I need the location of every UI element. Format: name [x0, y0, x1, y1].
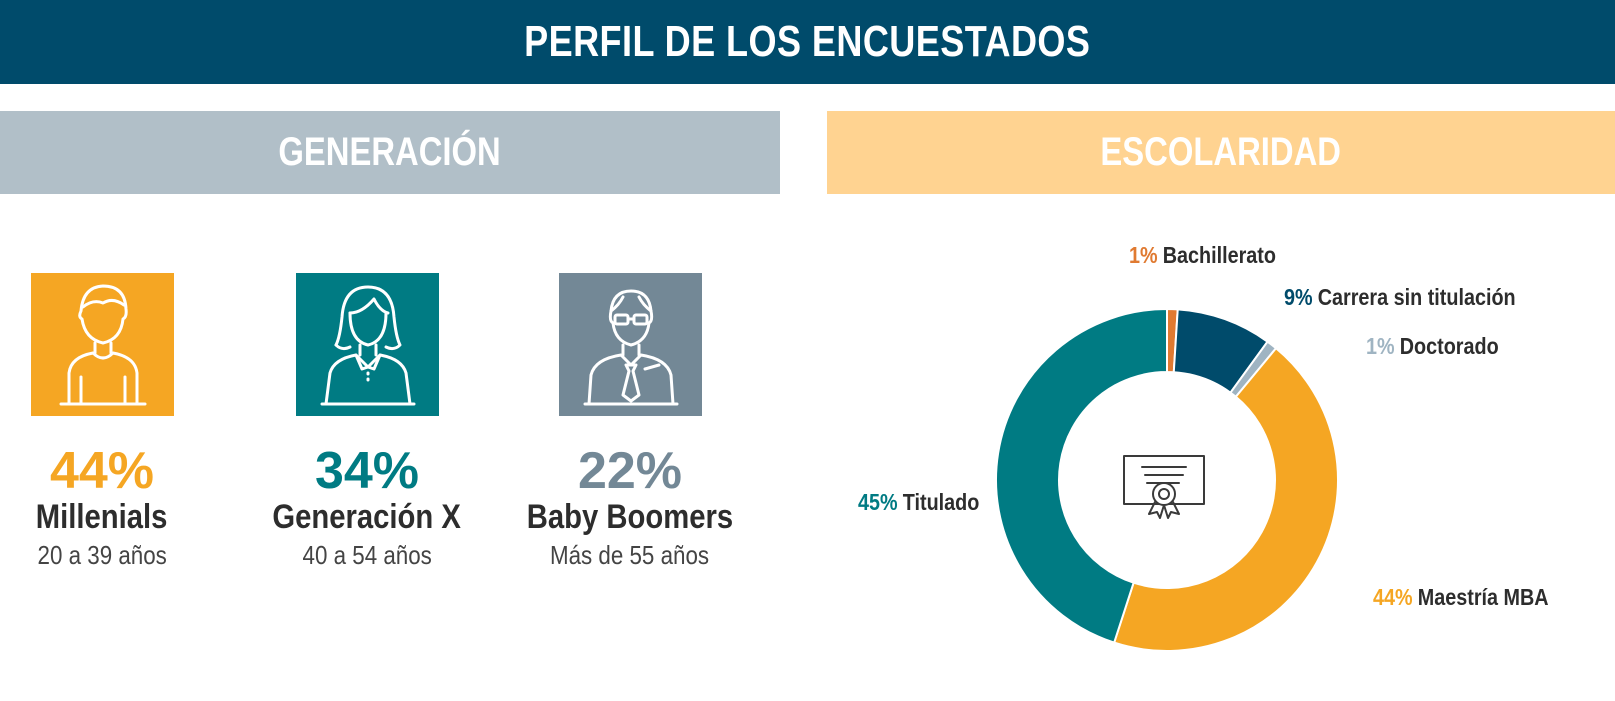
millenials-percent: 44% — [49, 442, 155, 500]
page-title-bar: PERFIL DE LOS ENCUESTADOS — [0, 0, 1615, 84]
education-donut-chart — [994, 307, 1340, 653]
education-section-header: ESCOLARIDAD — [827, 111, 1615, 194]
young-man-icon-bg — [30, 273, 174, 416]
generation-card-generacion-x: 34% Generación X 40 a 54 años — [237, 273, 497, 583]
maestria-percent: 44% — [1373, 584, 1413, 610]
titulado-category: Titulado — [902, 489, 980, 515]
baby-boomers-age-range: Más de 55 años — [550, 540, 710, 570]
maestria-category: Maestría MBA — [1417, 584, 1549, 610]
generacion-x-percent: 34% — [314, 442, 420, 500]
doctorado-category: Doctorado — [1399, 333, 1499, 359]
titulado-percent: 45% — [858, 489, 898, 515]
generacion-x-name: Generación X — [272, 498, 462, 536]
young-man-icon — [30, 273, 174, 416]
baby-boomers-name: Baby Boomers — [526, 498, 734, 536]
slice-label-carrera-sin-titulacion: 9% Carrera sin titulación — [1284, 284, 1553, 311]
donut-slice-titulado — [994, 307, 1168, 644]
carrera-percent: 9% — [1284, 284, 1313, 310]
education-heading: ESCOLARIDAD — [1100, 130, 1342, 174]
generation-card-millenials: 44% Millenials 20 a 39 años — [0, 273, 232, 583]
millenials-name: Millenials — [36, 498, 168, 536]
older-man-with-glasses-icon — [558, 273, 702, 416]
doctorado-percent: 1% — [1366, 333, 1395, 359]
donut-slice-maestria-mba — [1112, 346, 1340, 653]
page-title: PERFIL DE LOS ENCUESTADOS — [524, 17, 1091, 66]
slice-label-doctorado: 1% Doctorado — [1366, 333, 1520, 360]
slice-label-maestria-mba: 44% Maestría MBA — [1373, 584, 1577, 611]
generation-card-baby-boomers: 22% Baby Boomers Más de 55 años — [500, 273, 760, 583]
diploma-certificate-icon — [1123, 455, 1205, 519]
slice-label-bachillerato: 1% Bachillerato — [1117, 242, 1288, 269]
baby-boomers-percent: 22% — [577, 442, 683, 500]
millenials-age-range: 20 a 39 años — [37, 540, 167, 570]
generation-section-header: GENERACIÓN — [0, 111, 780, 194]
woman-icon — [295, 273, 439, 416]
bachillerato-percent: 1% — [1128, 242, 1158, 268]
carrera-category: Carrera sin titulación — [1317, 284, 1516, 310]
generation-heading: GENERACIÓN — [278, 130, 502, 174]
slice-label-titulado: 45% Titulado — [858, 489, 999, 516]
generacion-x-age-range: 40 a 54 años — [302, 540, 432, 570]
bachillerato-category: Bachillerato — [1162, 242, 1276, 268]
